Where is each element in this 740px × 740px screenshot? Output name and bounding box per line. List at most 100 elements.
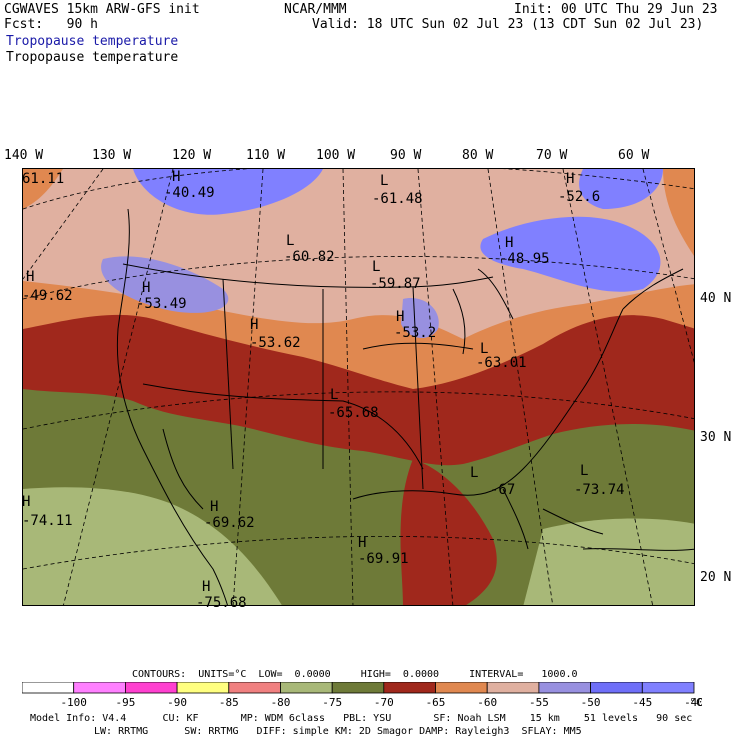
extremum-value: -69.91 bbox=[358, 551, 409, 567]
lat-label-40n: 40 N bbox=[700, 291, 732, 306]
band-blue-mid bbox=[401, 298, 439, 339]
forecast-hour: Fcst: 90 h bbox=[4, 17, 98, 32]
init-time: Init: 00 UTC Thu 29 Jun 23 bbox=[514, 2, 718, 17]
extremum-value: -60.82 bbox=[284, 249, 335, 265]
colorbar-tick-label: -65 bbox=[426, 696, 446, 709]
colorbar-unit-label: °C bbox=[689, 696, 702, 709]
extremum-marker: H bbox=[396, 309, 405, 325]
lon-label-70w: 70 W bbox=[536, 148, 568, 163]
colorbar-tick-label: -50 bbox=[581, 696, 601, 709]
lon-label-110w: 110 W bbox=[246, 148, 286, 163]
colorbar-swatch bbox=[590, 682, 643, 694]
extremum-value: -74.11 bbox=[22, 513, 73, 529]
colorbar-swatch bbox=[228, 682, 281, 694]
extremum-marker: H bbox=[202, 579, 211, 595]
extremum-value: -67 bbox=[490, 482, 516, 498]
colorbar-tick-label: -75 bbox=[322, 696, 342, 709]
field-title-contour: Tropopause temperature bbox=[6, 50, 179, 65]
field-title-shaded: Tropopause temperature bbox=[6, 34, 179, 49]
contour-info: CONTOURS: UNITS=°C LOW= 0.0000 HIGH= 0.0… bbox=[132, 669, 578, 680]
extremum-marker: L bbox=[480, 341, 489, 357]
extremum-marker: H bbox=[358, 535, 367, 551]
extremum-marker: H bbox=[210, 499, 219, 515]
band-blue-north bbox=[133, 169, 323, 215]
model-info-line: Model Info: V4.4 CU: KF MP: WDM 6class P… bbox=[30, 713, 693, 724]
band-light-olive-east bbox=[523, 518, 694, 605]
colorbar-tick-label: -40 bbox=[684, 696, 702, 709]
extremum-value: -61.48 bbox=[372, 191, 423, 207]
lon-label-60w: 60 W bbox=[618, 148, 650, 163]
extremum-value: -40.49 bbox=[164, 185, 215, 201]
lon-label-130w: 130 W bbox=[92, 148, 132, 163]
colorbar-swatch bbox=[280, 682, 333, 694]
colorbar-tick-label: -80 bbox=[271, 696, 291, 709]
lon-label-80w: 80 W bbox=[462, 148, 494, 163]
band-blue-ne2 bbox=[579, 169, 663, 209]
extremum-value: -53.49 bbox=[136, 296, 187, 312]
colorbar-tick-label: -95 bbox=[115, 696, 135, 709]
physics-info-line: LW: RRTMG SW: RRTMG DIFF: simple KM: 2D … bbox=[94, 726, 582, 737]
colorbar-tick-label: -90 bbox=[167, 696, 187, 709]
lon-label-120w: 120 W bbox=[172, 148, 212, 163]
band-light-olive bbox=[23, 487, 282, 605]
model-title: CGWAVES 15km ARW-GFS init bbox=[4, 2, 200, 17]
extremum-marker: H bbox=[26, 269, 35, 285]
extremum-value: -53.2 bbox=[394, 325, 437, 341]
lon-label-140w: 140 W bbox=[4, 148, 44, 163]
band-orange-right bbox=[663, 169, 694, 256]
grid-lines bbox=[23, 169, 694, 605]
extremum-marker: L bbox=[580, 463, 589, 479]
extremum-value: -59.87 bbox=[370, 276, 421, 292]
center-name: NCAR/MMM bbox=[284, 2, 347, 17]
colorbar-tick-label: -55 bbox=[529, 696, 549, 709]
extremum-value: -73.74 bbox=[574, 482, 625, 498]
lat-label-20n: 20 N bbox=[700, 570, 732, 585]
extremum-value: -49.62 bbox=[22, 288, 73, 304]
lon-label-90w: 90 W bbox=[390, 148, 422, 163]
colorbar-tick-label: -45 bbox=[632, 696, 652, 709]
colorbar-swatch bbox=[73, 682, 126, 694]
colorbar: -100 -95 -90 -85 -80 -75 -70 -65 -60 -55 -50 -45 -40… bbox=[22, 682, 702, 709]
colorbar-tick-label: -100 bbox=[60, 696, 87, 709]
colorbar-swatch bbox=[435, 682, 488, 694]
band-red-gulf bbox=[400, 459, 497, 605]
extremum-marker: H bbox=[22, 494, 31, 510]
extremum-value: -65.68 bbox=[328, 405, 379, 421]
extremum-value: -63.01 bbox=[476, 355, 527, 371]
extremum-value: 61.11 bbox=[22, 171, 65, 187]
lon-label-100w: 100 W bbox=[316, 148, 356, 163]
colorbar-swatch bbox=[22, 682, 75, 694]
band-orange-patch bbox=[23, 169, 63, 209]
colorbar-swatch bbox=[538, 682, 592, 694]
band-blue-nw bbox=[101, 256, 229, 313]
extremum-marker: L bbox=[286, 233, 295, 249]
extremum-value: -53.62 bbox=[250, 335, 301, 351]
colorbar-swatch bbox=[486, 682, 540, 694]
extremum-marker: H bbox=[172, 169, 181, 185]
extremum-marker: H bbox=[250, 317, 259, 333]
colorbar-swatch bbox=[125, 682, 178, 694]
coastlines bbox=[116, 208, 694, 605]
extremum-marker: L bbox=[380, 173, 389, 189]
colorbar-swatch bbox=[641, 682, 695, 694]
band-blue-ne bbox=[480, 216, 661, 292]
map-field bbox=[23, 169, 694, 605]
map-panel bbox=[22, 168, 695, 606]
extremum-value: -52.6 bbox=[558, 189, 601, 205]
colorbar-tick-label: -85 bbox=[219, 696, 239, 709]
extremum-marker: H bbox=[142, 280, 151, 296]
colorbar-swatch bbox=[331, 682, 385, 694]
extremum-marker: H bbox=[566, 171, 575, 187]
extremum-marker: H bbox=[505, 235, 514, 251]
valid-time: Valid: 18 UTC Sun 02 Jul 23 (13 CDT Sun … bbox=[312, 17, 704, 32]
extremum-value: -69.62 bbox=[204, 515, 255, 531]
extremum-value: -48.95 bbox=[499, 251, 550, 267]
colorbar-tick-label: -60 bbox=[477, 696, 497, 709]
extremum-marker: L bbox=[470, 465, 479, 481]
colorbar-tick-label: -70 bbox=[374, 696, 394, 709]
extremum-marker: L bbox=[372, 259, 381, 275]
lat-label-30n: 30 N bbox=[700, 430, 732, 445]
colorbar-swatch bbox=[383, 682, 436, 694]
extremum-marker: L bbox=[330, 387, 339, 403]
extremum-value: -75.68 bbox=[196, 595, 247, 611]
